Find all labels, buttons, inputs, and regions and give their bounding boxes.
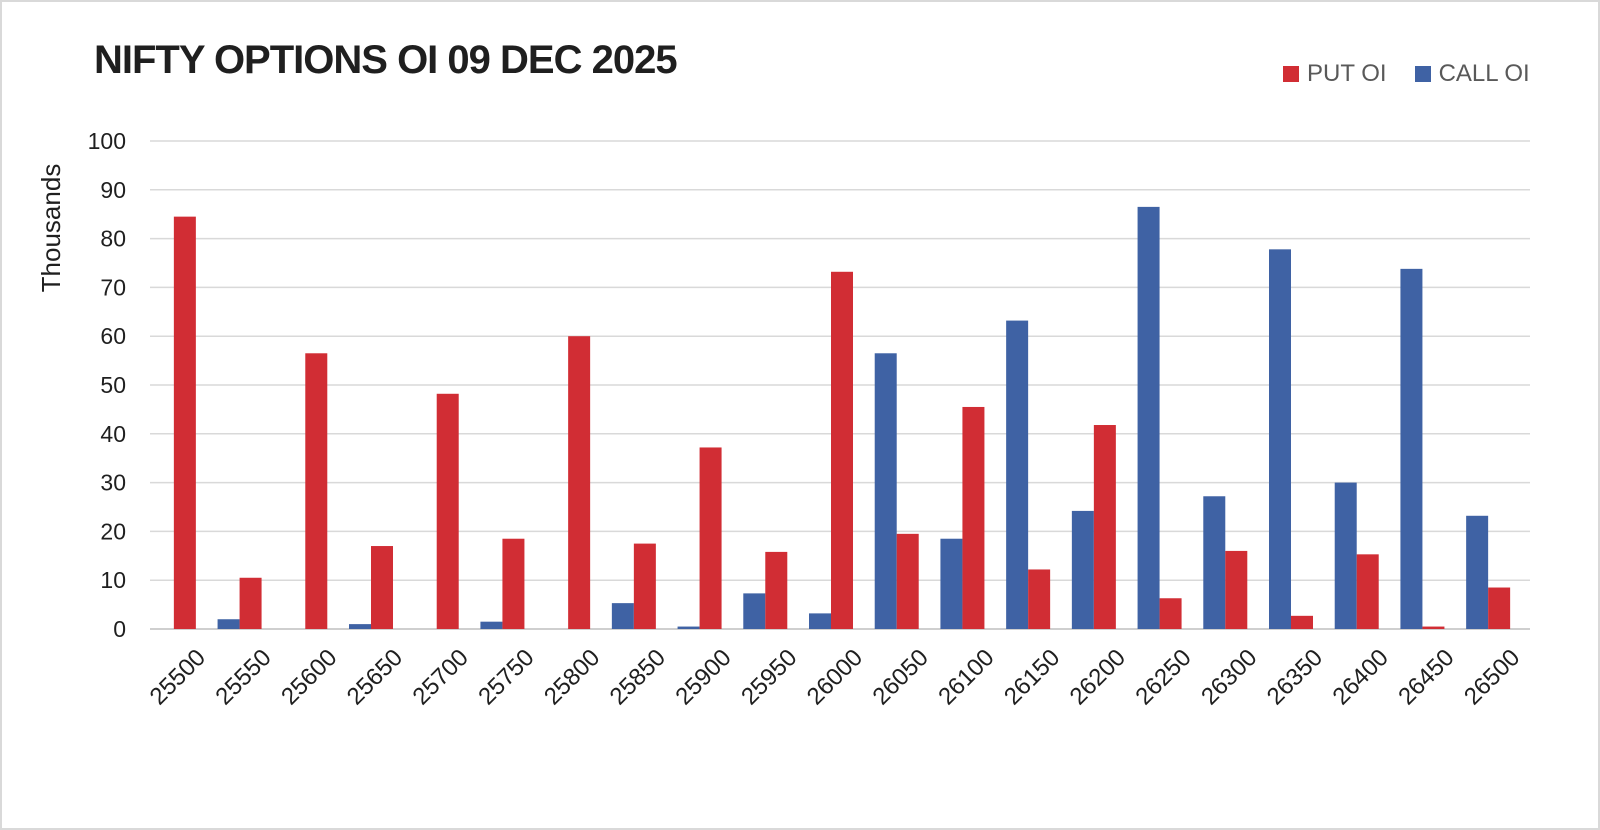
y-tick-label: 0 [113,616,126,642]
call-oi-bar [940,538,963,629]
x-tick-label: 26200 [1065,644,1131,710]
put-oi-bar [305,353,328,629]
put-oi-bar [1488,587,1511,629]
call-oi-bar [743,593,766,629]
chart-title: NIFTY OPTIONS OI 09 DEC 2025 [94,38,678,82]
x-tick-label: 26250 [1130,644,1196,710]
x-tick-label: 25650 [342,644,408,710]
call-oi-bar [1006,320,1029,629]
x-tick-label: 25900 [670,644,736,710]
put-oi-bar [1225,550,1248,629]
call-oi-bar [809,613,831,629]
put-oi-bar [1159,598,1182,629]
put-oi-bar [1356,554,1379,629]
legend-swatch-put [1283,66,1299,82]
legend-item-call: CALL OI [1414,60,1530,88]
x-tick-label: 26450 [1393,644,1459,710]
put-oi-bar [765,551,788,629]
x-tick-label: 26350 [1262,644,1328,710]
put-oi-bar [568,336,591,629]
x-tick-label: 25500 [145,644,211,710]
call-oi-bar [874,353,897,629]
call-oi-bar [1269,249,1291,629]
y-tick-label: 10 [100,567,126,593]
legend-swatch-call [1414,66,1431,82]
put-oi-bar [502,538,525,629]
x-tick-label: 26400 [1328,644,1394,710]
x-tick-label: 26500 [1459,644,1525,710]
x-tick-label: 25700 [408,644,474,710]
y-tick-label: 40 [100,421,126,447]
x-tick-label: 26150 [999,644,1065,710]
legend-label-put: PUT OI [1307,60,1387,87]
x-tick-label: 26100 [933,644,999,710]
put-oi-bar [1291,615,1313,629]
call-oi-bar [677,626,700,629]
y-tick-label: 80 [100,226,126,252]
put-oi-bar [831,271,853,629]
x-tick-label: 25850 [605,644,671,710]
call-oi-bar [1466,515,1489,629]
x-tick-label: 25750 [473,644,539,710]
put-oi-bar [436,393,459,629]
y-tick-label: 90 [100,177,126,203]
x-axis: 25500 25550 25600 25650 25700 25750 25800 25850… [145,644,1526,710]
x-tick-label: 25550 [210,644,276,710]
put-oi-bar [962,406,985,629]
y-axis: 0 10 20 30 40 50 60 70 80 90 100 [88,128,126,642]
put-oi-bar [371,546,393,629]
call-oi-bar [611,603,634,629]
put-oi-bar [896,533,919,629]
x-tick-label: 25600 [276,644,342,710]
y-tick-label: 20 [100,518,126,544]
x-tick-label: 26050 [868,644,934,710]
put-oi-bar [173,216,196,629]
put-oi-bar [1422,626,1445,629]
x-tick-label: 25950 [736,644,802,710]
y-axis-label: Thousands [36,164,66,293]
y-tick-label: 50 [100,372,126,398]
call-oi-bar [1203,496,1226,629]
put-oi-bar [633,543,656,629]
call-oi-bar [1400,268,1423,629]
put-oi-bar [239,577,262,629]
bars [173,206,1511,629]
call-oi-bar [1334,482,1357,629]
call-oi-bar [217,619,240,629]
legend: PUT OI CALL OI [1283,60,1558,88]
put-oi-bar [1093,425,1116,629]
y-tick-label: 100 [88,128,126,154]
y-tick-label: 30 [100,470,126,496]
call-oi-bar [480,621,503,629]
call-oi-bar [1137,206,1160,629]
x-tick-label: 26000 [802,644,868,710]
x-tick-label: 26300 [1196,644,1262,710]
y-tick-label: 70 [100,274,126,300]
call-oi-bar [1071,510,1094,629]
legend-label-call: CALL OI [1438,60,1530,87]
call-oi-bar [349,624,371,629]
x-tick-label: 25800 [539,644,605,710]
put-oi-bar [699,447,722,629]
legend-item-put: PUT OI [1283,60,1387,88]
put-oi-bar [1028,569,1051,629]
y-tick-label: 60 [100,323,126,349]
